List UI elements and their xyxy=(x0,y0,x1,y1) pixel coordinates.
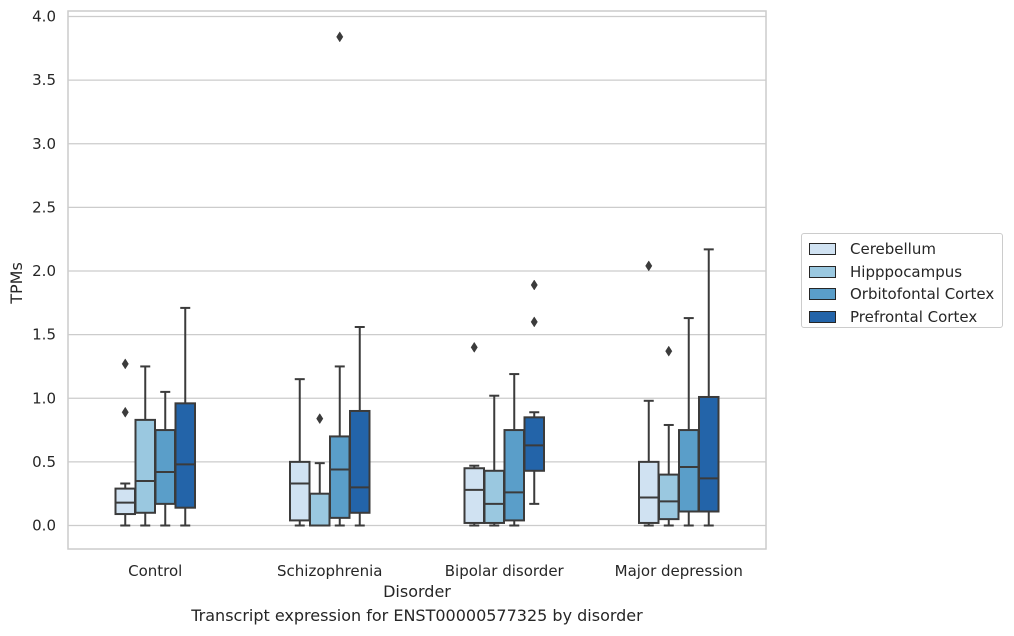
legend-swatch xyxy=(809,310,836,323)
outlier-point xyxy=(121,358,129,370)
legend-item: Orbitofontal Cortex xyxy=(809,283,1002,306)
box xyxy=(329,435,351,519)
plot-area-frame xyxy=(67,10,767,550)
y-axis-ticks: 0.0 0.5 1.0 1.5 2.0 2.5 3.0 3.5 4.0 xyxy=(32,8,56,535)
x-tick-label: Control xyxy=(128,562,182,580)
box xyxy=(678,429,700,513)
outlier-point xyxy=(665,345,673,357)
box xyxy=(289,460,311,522)
y-tick-label: 4.0 xyxy=(32,8,56,26)
box xyxy=(638,460,660,524)
y-tick-label: 2.0 xyxy=(32,262,56,280)
box xyxy=(309,492,331,527)
box xyxy=(114,487,136,516)
outlier-point xyxy=(470,341,478,353)
legend-label: Prefrontal Cortex xyxy=(850,307,978,326)
x-tick-label: Schizophrenia xyxy=(277,562,382,580)
legend-item: Hipppocampus xyxy=(809,261,1002,284)
box xyxy=(698,395,720,513)
box xyxy=(349,409,371,514)
box xyxy=(154,429,176,505)
chart-caption: Transcript expression for ENST0000057732… xyxy=(191,606,643,625)
legend-label: Orbitofontal Cortex xyxy=(850,285,995,304)
legend-item: Cerebellum xyxy=(809,238,1002,261)
y-tick-label: 3.0 xyxy=(32,135,56,153)
outlier-point xyxy=(530,279,538,291)
outlier-point xyxy=(316,413,324,425)
box-plots xyxy=(114,31,720,527)
box xyxy=(174,402,196,509)
legend-item: Prefrontal Cortex xyxy=(809,306,1002,329)
legend-swatch xyxy=(809,243,836,256)
y-tick-label: 3.5 xyxy=(32,71,56,89)
box xyxy=(483,469,505,524)
legend-swatch xyxy=(809,288,836,301)
box xyxy=(523,416,545,472)
x-tick-label: Bipolar disorder xyxy=(445,562,565,580)
y-tick-label: 2.5 xyxy=(32,198,56,216)
y-tick-label: 1.0 xyxy=(32,389,56,407)
outlier-point xyxy=(336,31,344,43)
outlier-point xyxy=(121,406,129,418)
y-axis-label: TPMs xyxy=(7,262,26,305)
x-axis-label: Disorder xyxy=(383,582,451,601)
y-tick-label: 0.5 xyxy=(32,453,56,471)
legend-label: Cerebellum xyxy=(850,240,936,259)
box xyxy=(503,429,525,522)
legend-swatch xyxy=(809,265,836,278)
legend-label: Hipppocampus xyxy=(850,262,963,281)
outlier-point xyxy=(530,316,538,328)
box xyxy=(134,418,156,514)
box xyxy=(463,467,485,524)
x-tick-label: Major depression xyxy=(615,562,743,580)
legend: Cerebellum Hipppocampus Orbitofontal Corte… xyxy=(801,233,1003,328)
y-tick-label: 1.5 xyxy=(32,326,56,344)
outlier-point xyxy=(645,260,653,272)
x-axis-ticks: Control Schizophrenia Bipolar disorder Majo… xyxy=(128,562,743,580)
y-tick-label: 0.0 xyxy=(32,517,56,535)
box xyxy=(658,473,680,521)
